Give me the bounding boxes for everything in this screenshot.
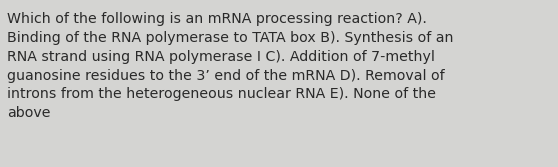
Text: Which of the following is an mRNA processing reaction? A).
Binding of the RNA po: Which of the following is an mRNA proces… bbox=[7, 12, 454, 120]
